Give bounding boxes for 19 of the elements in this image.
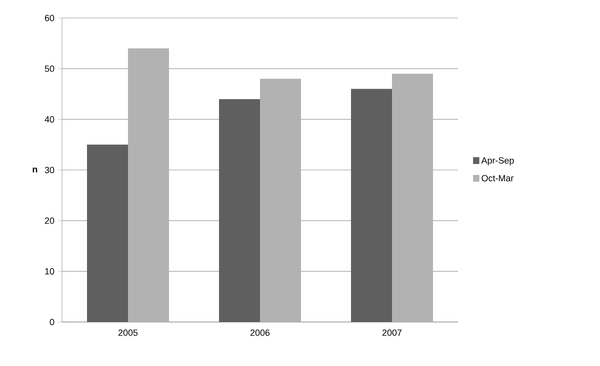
bar [128, 48, 169, 322]
bar [219, 99, 260, 322]
x-tick-label: 2005 [118, 330, 138, 336]
x-tick-label: 2006 [250, 330, 270, 336]
y-tick-label: 40 [44, 116, 54, 123]
y-tick-label: 60 [44, 14, 54, 22]
y-axis-title: n [32, 168, 38, 172]
bar [351, 88, 392, 322]
y-tick-label: 30 [44, 166, 54, 174]
legend-label: Oct-Mar [482, 174, 514, 182]
bar [260, 78, 301, 322]
bar [392, 74, 433, 322]
y-tick-label: 0 [50, 318, 54, 326]
x-tick-label: 2007 [382, 330, 402, 336]
y-tick-label: 20 [44, 217, 54, 224]
legend-label: Apr-Sep [481, 157, 514, 166]
bar [87, 144, 128, 322]
y-tick-label: 10 [45, 268, 54, 275]
y-tick-label: 50 [44, 65, 54, 72]
